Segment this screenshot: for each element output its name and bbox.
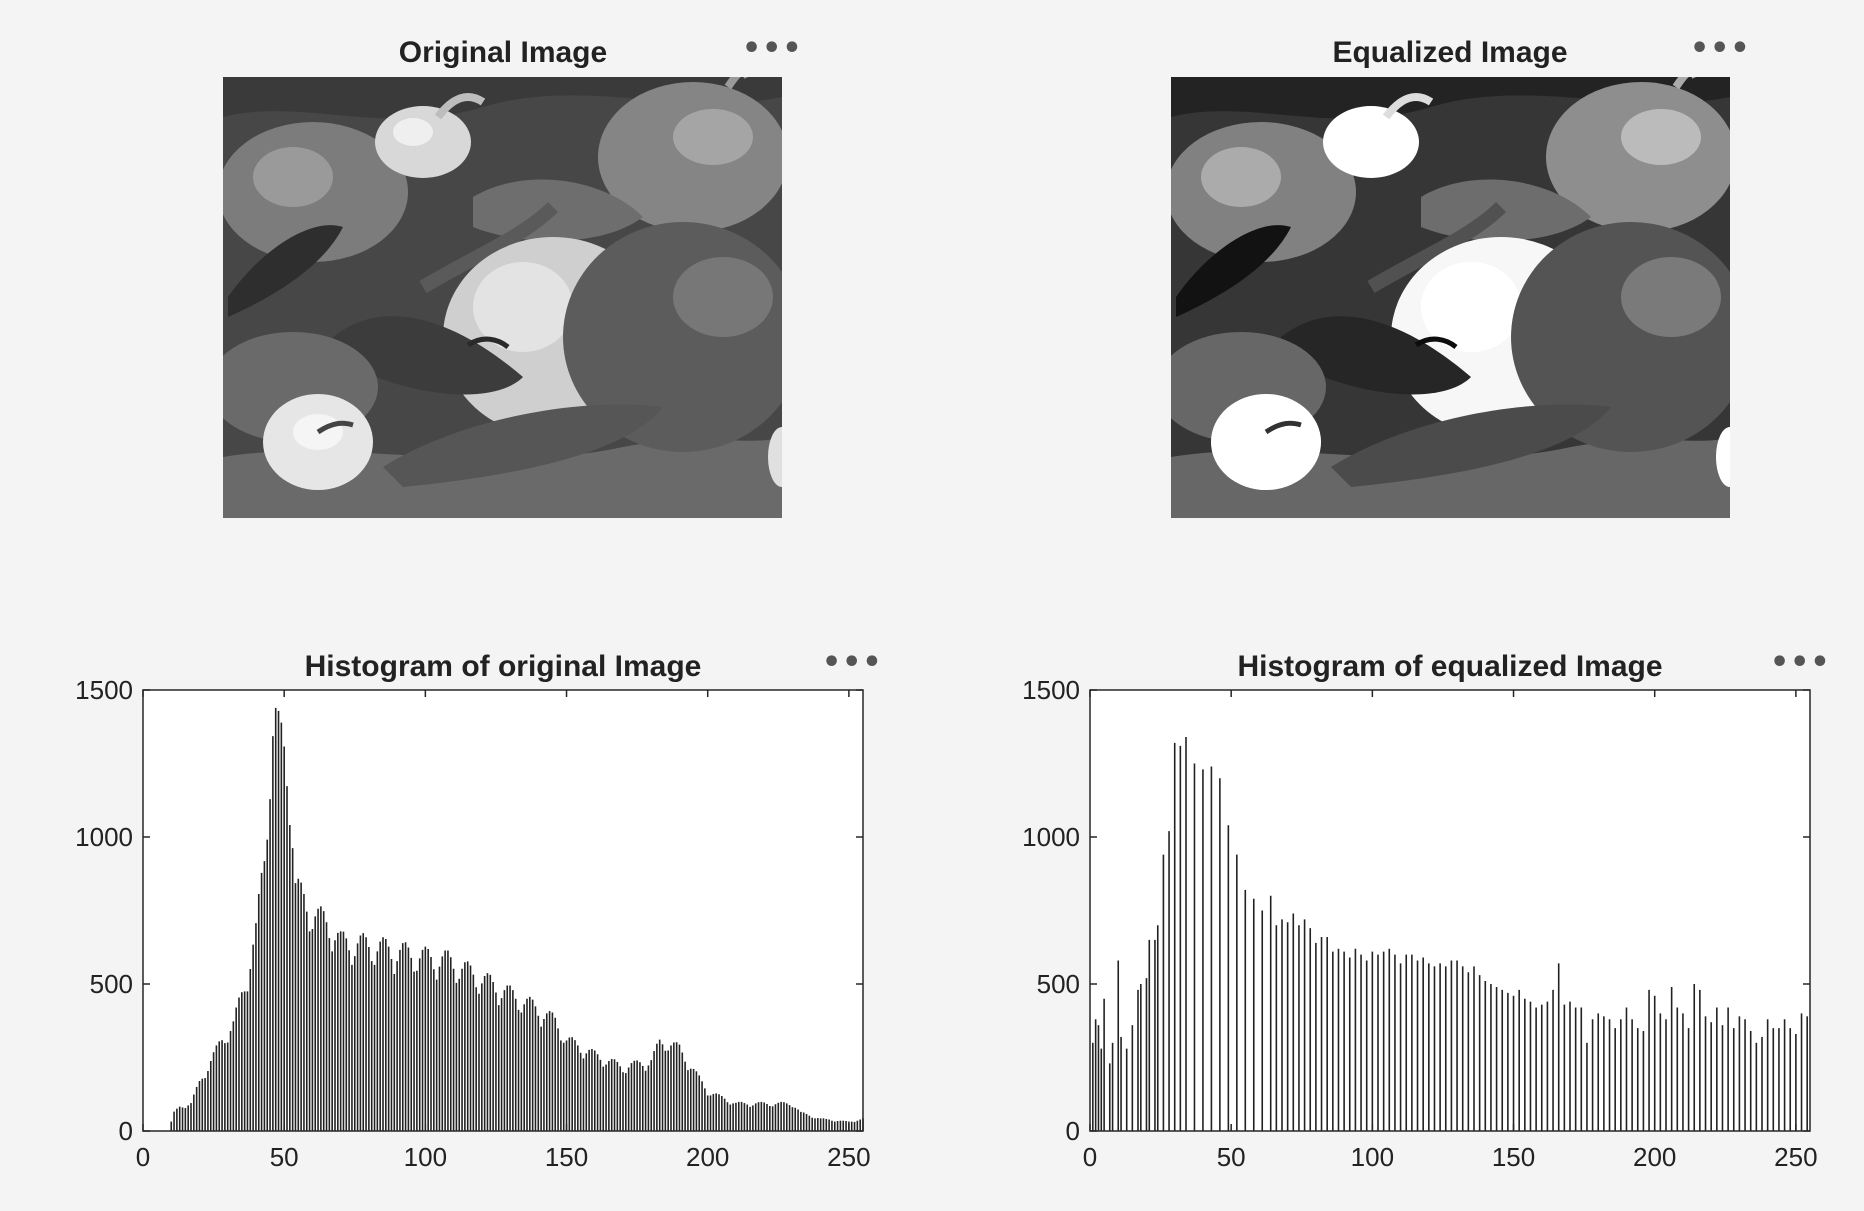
equalized-image-pixels bbox=[1171, 77, 1730, 518]
x-tick-label: 100 bbox=[1351, 1142, 1394, 1172]
x-tick-label: 50 bbox=[270, 1142, 299, 1172]
x-tick-label: 250 bbox=[827, 1142, 870, 1172]
y-tick-label: 500 bbox=[90, 969, 133, 999]
original-image bbox=[223, 77, 782, 518]
original-image-axes-menu[interactable]: ••• bbox=[742, 31, 803, 66]
y-tick-label: 500 bbox=[1037, 969, 1080, 999]
y-tick-label: 0 bbox=[1066, 1116, 1080, 1146]
x-tick-label: 50 bbox=[1217, 1142, 1246, 1172]
hist-equalized-axes-menu[interactable]: ••• bbox=[1770, 645, 1831, 680]
x-tick-label: 200 bbox=[686, 1142, 729, 1172]
equalized-image-axes-menu[interactable]: ••• bbox=[1690, 31, 1751, 66]
axes-box bbox=[1089, 689, 1811, 1132]
original-image-pixels bbox=[223, 77, 782, 518]
equalized-image-title: Equalized Image bbox=[1332, 36, 1568, 69]
original-image-title: Original Image bbox=[398, 36, 608, 69]
plot-area bbox=[1090, 690, 1810, 1131]
x-tick-label: 150 bbox=[1492, 1142, 1535, 1172]
axes-box bbox=[142, 689, 864, 1132]
y-tick-label: 1000 bbox=[1022, 822, 1080, 852]
y-tick-label: 0 bbox=[119, 1116, 133, 1146]
x-tick-label: 250 bbox=[1774, 1142, 1817, 1172]
hist-original-axes-menu[interactable]: ••• bbox=[822, 645, 883, 680]
x-tick-label: 150 bbox=[545, 1142, 588, 1172]
stem-series bbox=[170, 707, 864, 1131]
y-tick-label: 1000 bbox=[75, 822, 133, 852]
plot-area bbox=[143, 690, 863, 1131]
hist-original-title: Histogram of original Image bbox=[304, 650, 702, 683]
equalized-image bbox=[1171, 77, 1730, 518]
y-tick-label: 1500 bbox=[75, 675, 133, 705]
hist-equalized-title: Histogram of equalized Image bbox=[1237, 650, 1663, 683]
x-tick-label: 0 bbox=[136, 1142, 150, 1172]
x-tick-label: 200 bbox=[1633, 1142, 1676, 1172]
x-tick-label: 0 bbox=[1083, 1142, 1097, 1172]
x-tick-label: 100 bbox=[404, 1142, 447, 1172]
stem-series bbox=[1092, 737, 1808, 1131]
y-tick-label: 1500 bbox=[1022, 675, 1080, 705]
